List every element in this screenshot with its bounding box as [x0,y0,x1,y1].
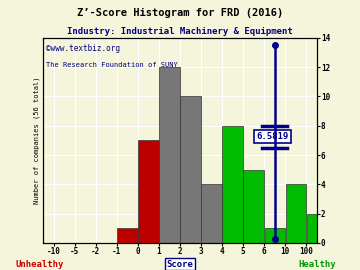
Text: Score: Score [167,260,193,269]
Bar [180,96,201,243]
Bar [243,170,264,243]
Bar [307,214,327,243]
Text: Unhealthy: Unhealthy [15,260,64,269]
Bar [222,126,243,243]
Text: Healthy: Healthy [298,260,336,269]
Bar [201,184,222,243]
Y-axis label: Number of companies (56 total): Number of companies (56 total) [34,77,40,204]
Text: The Research Foundation of SUNY: The Research Foundation of SUNY [46,62,178,68]
Text: Industry: Industrial Machinery & Equipment: Industry: Industrial Machinery & Equipme… [67,27,293,36]
Bar [117,228,138,243]
Bar [159,67,180,243]
Text: Z’-Score Histogram for FRD (2016): Z’-Score Histogram for FRD (2016) [77,8,283,18]
Bar [328,214,348,243]
Bar [138,140,159,243]
Bar [265,228,285,243]
Text: 6.5819: 6.5819 [256,132,289,141]
Text: ©www.textbiz.org: ©www.textbiz.org [46,44,120,53]
Bar [285,184,306,243]
